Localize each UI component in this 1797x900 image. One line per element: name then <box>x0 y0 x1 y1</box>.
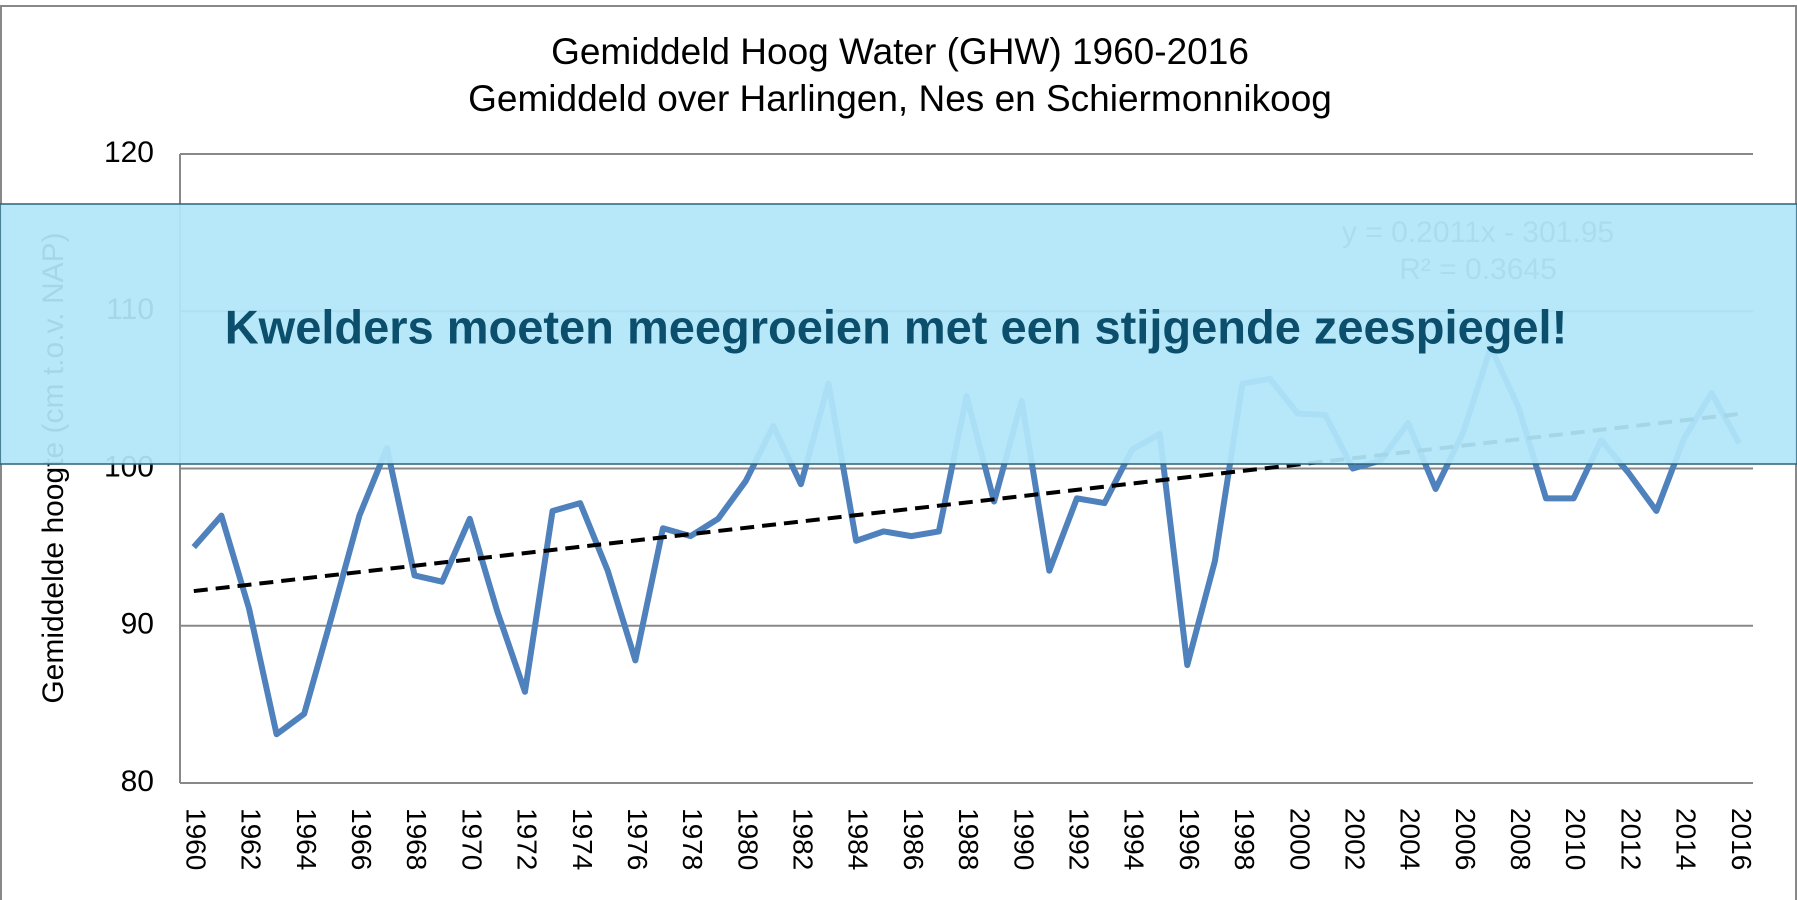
x-tick-label: 1976 <box>622 808 653 870</box>
x-tick-label: 1966 <box>346 808 377 870</box>
x-tick-label: 1974 <box>567 808 598 870</box>
x-tick-label: 2006 <box>1450 808 1481 870</box>
x-tick-label: 1972 <box>512 808 543 870</box>
x-tick-label: 2000 <box>1284 808 1315 870</box>
chart-title: Gemiddeld Hoog Water (GHW) 1960-2016 <box>551 31 1249 72</box>
x-tick-label: 1968 <box>401 808 432 870</box>
x-tick-label: 2012 <box>1615 808 1646 870</box>
x-tick-label: 1998 <box>1229 808 1260 870</box>
x-tick-label: 1996 <box>1174 808 1205 870</box>
banner <box>0 203 1797 465</box>
x-tick-label: 2016 <box>1726 808 1757 870</box>
chart-subtitle: Gemiddeld over Harlingen, Nes en Schierm… <box>468 78 1332 119</box>
x-tick-label: 1990 <box>1008 808 1039 870</box>
x-tick-label: 1962 <box>236 808 267 870</box>
x-tick-label: 1988 <box>953 808 984 870</box>
x-tick-label: 1982 <box>788 808 819 870</box>
x-tick-label: 2004 <box>1395 808 1426 870</box>
y-tick-label: 80 <box>121 765 154 798</box>
y-tick-label: 90 <box>121 608 154 641</box>
x-tick-label: 2010 <box>1560 808 1591 870</box>
x-tick-label: 1986 <box>898 808 929 870</box>
x-tick-label: 1992 <box>1063 808 1094 870</box>
x-tick-label: 1980 <box>732 808 763 870</box>
x-tick-label: 1994 <box>1119 808 1150 870</box>
x-tick-label: 2002 <box>1339 808 1370 870</box>
x-tick-label: 1970 <box>456 808 487 870</box>
y-tick-label: 120 <box>104 136 154 169</box>
x-tick-label: 1964 <box>291 808 322 870</box>
banner-text: Kwelders moeten meegroeien met een stijg… <box>225 300 1568 353</box>
trendline <box>193 411 1740 594</box>
x-tick-label: 2008 <box>1505 808 1536 870</box>
x-tick-label: 1984 <box>843 808 874 870</box>
x-tick-label: 1960 <box>180 808 211 870</box>
x-tick-label: 2014 <box>1671 808 1702 870</box>
x-tick-label: 1978 <box>677 808 708 870</box>
